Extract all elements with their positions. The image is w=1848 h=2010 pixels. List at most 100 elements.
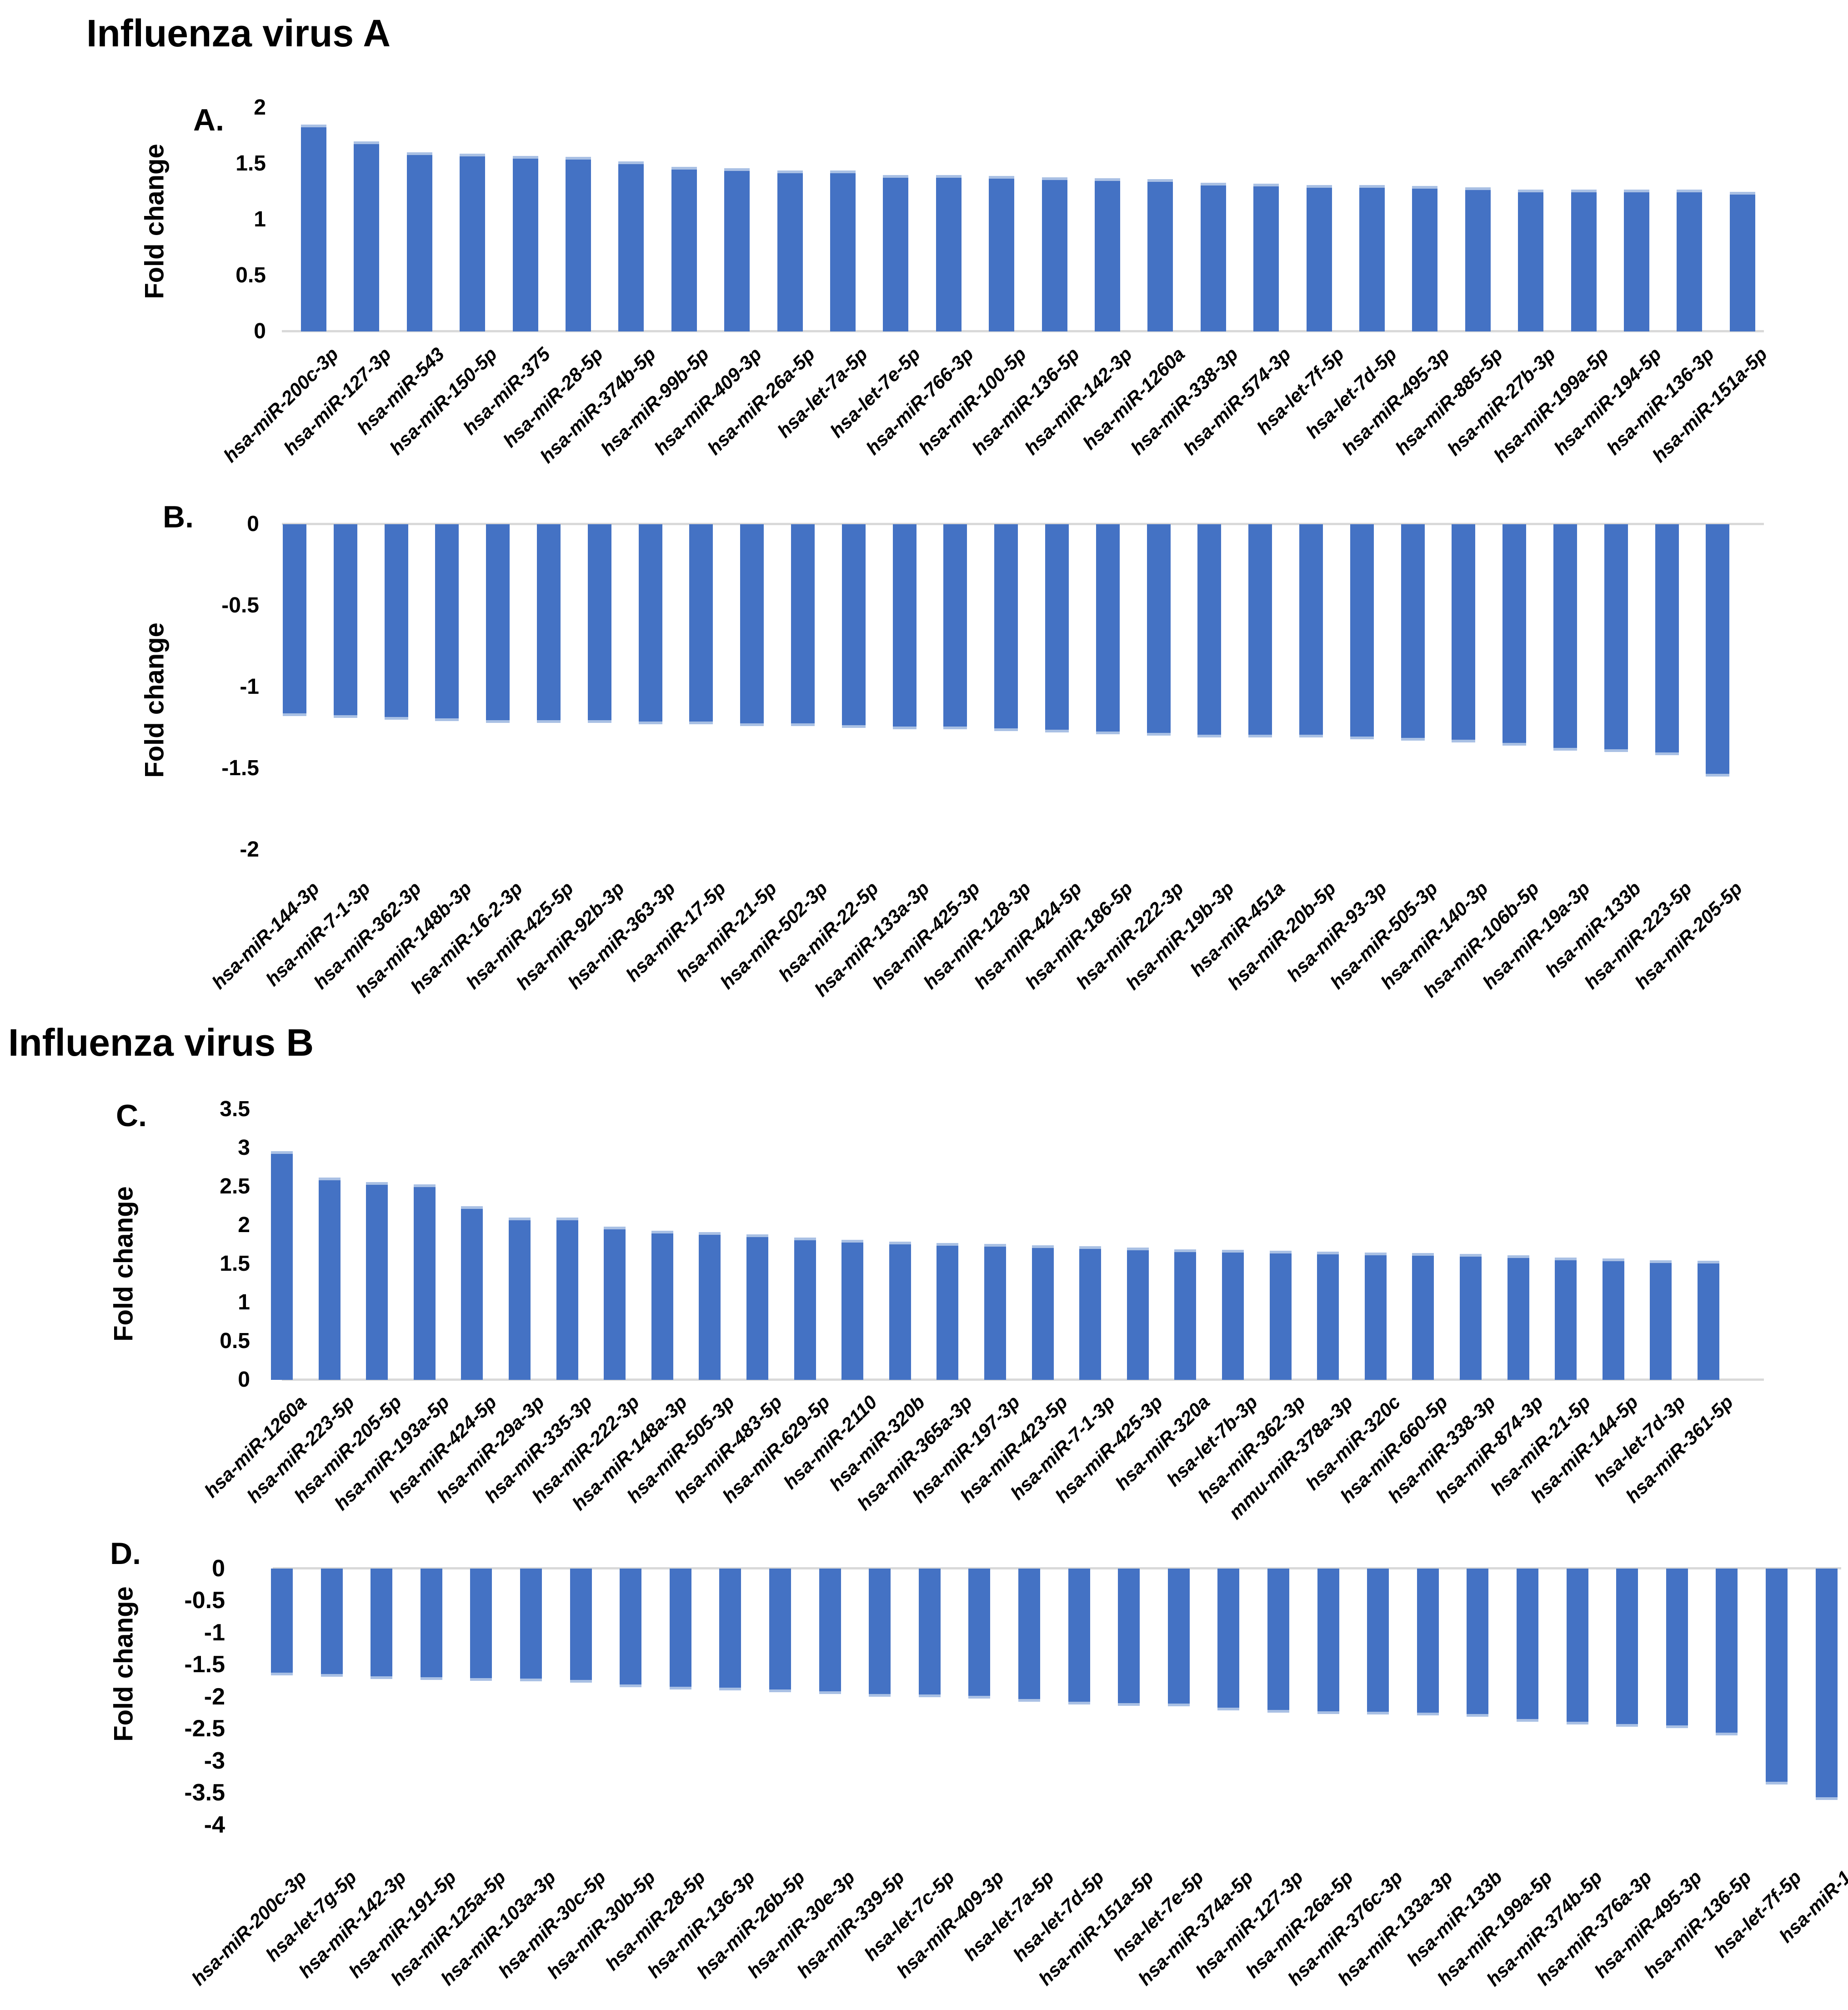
bar-value-end-cap: [283, 713, 306, 717]
bar: [413, 1184, 436, 1380]
bar: [1604, 524, 1628, 752]
bar: [1452, 524, 1476, 742]
panel-label-a: A.: [193, 103, 224, 137]
bar-value-end-cap: [384, 717, 408, 720]
bar: [321, 1569, 343, 1677]
y-tick-label: 2: [238, 1213, 250, 1238]
y-tick-label: 1: [254, 207, 266, 232]
bar-value-end-cap: [1677, 189, 1703, 192]
bar-value-end-cap: [638, 722, 662, 725]
bar: [1364, 1252, 1387, 1380]
bar: [470, 1569, 492, 1681]
bar: [671, 167, 697, 331]
bar: [1716, 1569, 1738, 1735]
bar: [620, 1569, 642, 1687]
bar: [1118, 1569, 1140, 1706]
bar-value-end-cap: [892, 727, 916, 730]
bar: [271, 1569, 293, 1676]
bar-value-end-cap: [1306, 185, 1332, 188]
bar: [1167, 1569, 1190, 1707]
bar-value-end-cap: [1412, 186, 1438, 189]
y-tick-label: -2: [204, 1683, 225, 1710]
bar: [420, 1569, 442, 1680]
bar: [537, 524, 561, 723]
bar: [1095, 178, 1120, 331]
bar-value-end-cap: [321, 1674, 343, 1677]
panel-label-c: C.: [116, 1098, 147, 1133]
bar-value-end-cap: [719, 1687, 741, 1690]
y-tick-label: 0.5: [220, 1329, 250, 1353]
y-tick-label: -2: [240, 837, 259, 862]
y-tick-label: 2: [254, 95, 266, 120]
bar-value-end-cap: [406, 152, 432, 155]
bar-value-end-cap: [936, 175, 962, 178]
bar: [1553, 524, 1577, 751]
bar-value-end-cap: [841, 725, 866, 728]
bar-value-end-cap: [1571, 189, 1597, 192]
bar: [1655, 524, 1679, 756]
bar-value-end-cap: [830, 170, 856, 173]
bar-value-end-cap: [671, 167, 697, 170]
bar-value-end-cap: [1467, 1714, 1489, 1717]
bar-value-end-cap: [301, 124, 326, 127]
bar: [892, 524, 916, 730]
bar-value-end-cap: [1766, 1782, 1788, 1785]
bar-value-end-cap: [371, 1676, 393, 1679]
bar: [1248, 524, 1272, 737]
bar: [1766, 1569, 1788, 1785]
y-tick-label: 0: [247, 512, 259, 536]
bar-value-end-cap: [435, 718, 459, 722]
bar: [819, 1569, 841, 1694]
bar: [1706, 524, 1730, 777]
bar-value-end-cap: [318, 1177, 341, 1180]
bar-value-end-cap: [1095, 178, 1120, 181]
bar-value-end-cap: [1566, 1721, 1588, 1724]
bar-value-end-cap: [1269, 1251, 1292, 1254]
bar: [406, 152, 432, 331]
bar-value-end-cap: [1045, 730, 1069, 733]
y-tick-label: -1: [204, 1619, 225, 1646]
bar: [968, 1569, 991, 1699]
bar-value-end-cap: [1460, 1253, 1482, 1257]
bar: [1517, 1569, 1538, 1722]
bar: [354, 141, 380, 331]
bar: [651, 1230, 673, 1380]
bar-value-end-cap: [460, 153, 486, 156]
y-tick-label: 0: [254, 319, 266, 344]
bar: [1401, 524, 1425, 741]
bar-value-end-cap: [620, 1684, 642, 1687]
bar: [719, 1569, 741, 1690]
bar-value-end-cap: [520, 1679, 542, 1682]
y-tick-label: -1: [240, 675, 259, 699]
x-axis-baseline: [282, 330, 1764, 332]
bar: [1729, 191, 1755, 331]
bar: [512, 155, 538, 331]
bar: [1677, 189, 1703, 331]
bar: [699, 1232, 721, 1380]
bar-value-end-cap: [1452, 739, 1476, 742]
bar: [794, 1238, 816, 1380]
bar: [943, 524, 967, 730]
bar-value-end-cap: [1068, 1701, 1090, 1704]
bar-value-end-cap: [1079, 1246, 1102, 1249]
bar: [669, 1569, 691, 1690]
bar-value-end-cap: [989, 176, 1015, 179]
bar: [1045, 524, 1069, 733]
x-axis-baseline: [282, 523, 1764, 525]
x-axis-baseline: [273, 1567, 1841, 1569]
bar: [889, 1241, 911, 1380]
bar-value-end-cap: [1118, 1703, 1140, 1706]
y-tick-label: -3.5: [184, 1779, 225, 1806]
bar-value-end-cap: [1147, 179, 1173, 182]
bar: [366, 1182, 388, 1380]
bar: [841, 1240, 864, 1380]
bar-value-end-cap: [651, 1230, 673, 1233]
bar-value-end-cap: [1032, 1245, 1054, 1248]
bar: [1253, 184, 1279, 331]
y-tick-label: 2.5: [220, 1174, 250, 1199]
bar-value-end-cap: [537, 720, 561, 723]
bar: [1518, 189, 1544, 331]
bar-value-end-cap: [1502, 742, 1527, 746]
bar-value-end-cap: [1248, 734, 1272, 737]
bar: [1197, 524, 1222, 737]
